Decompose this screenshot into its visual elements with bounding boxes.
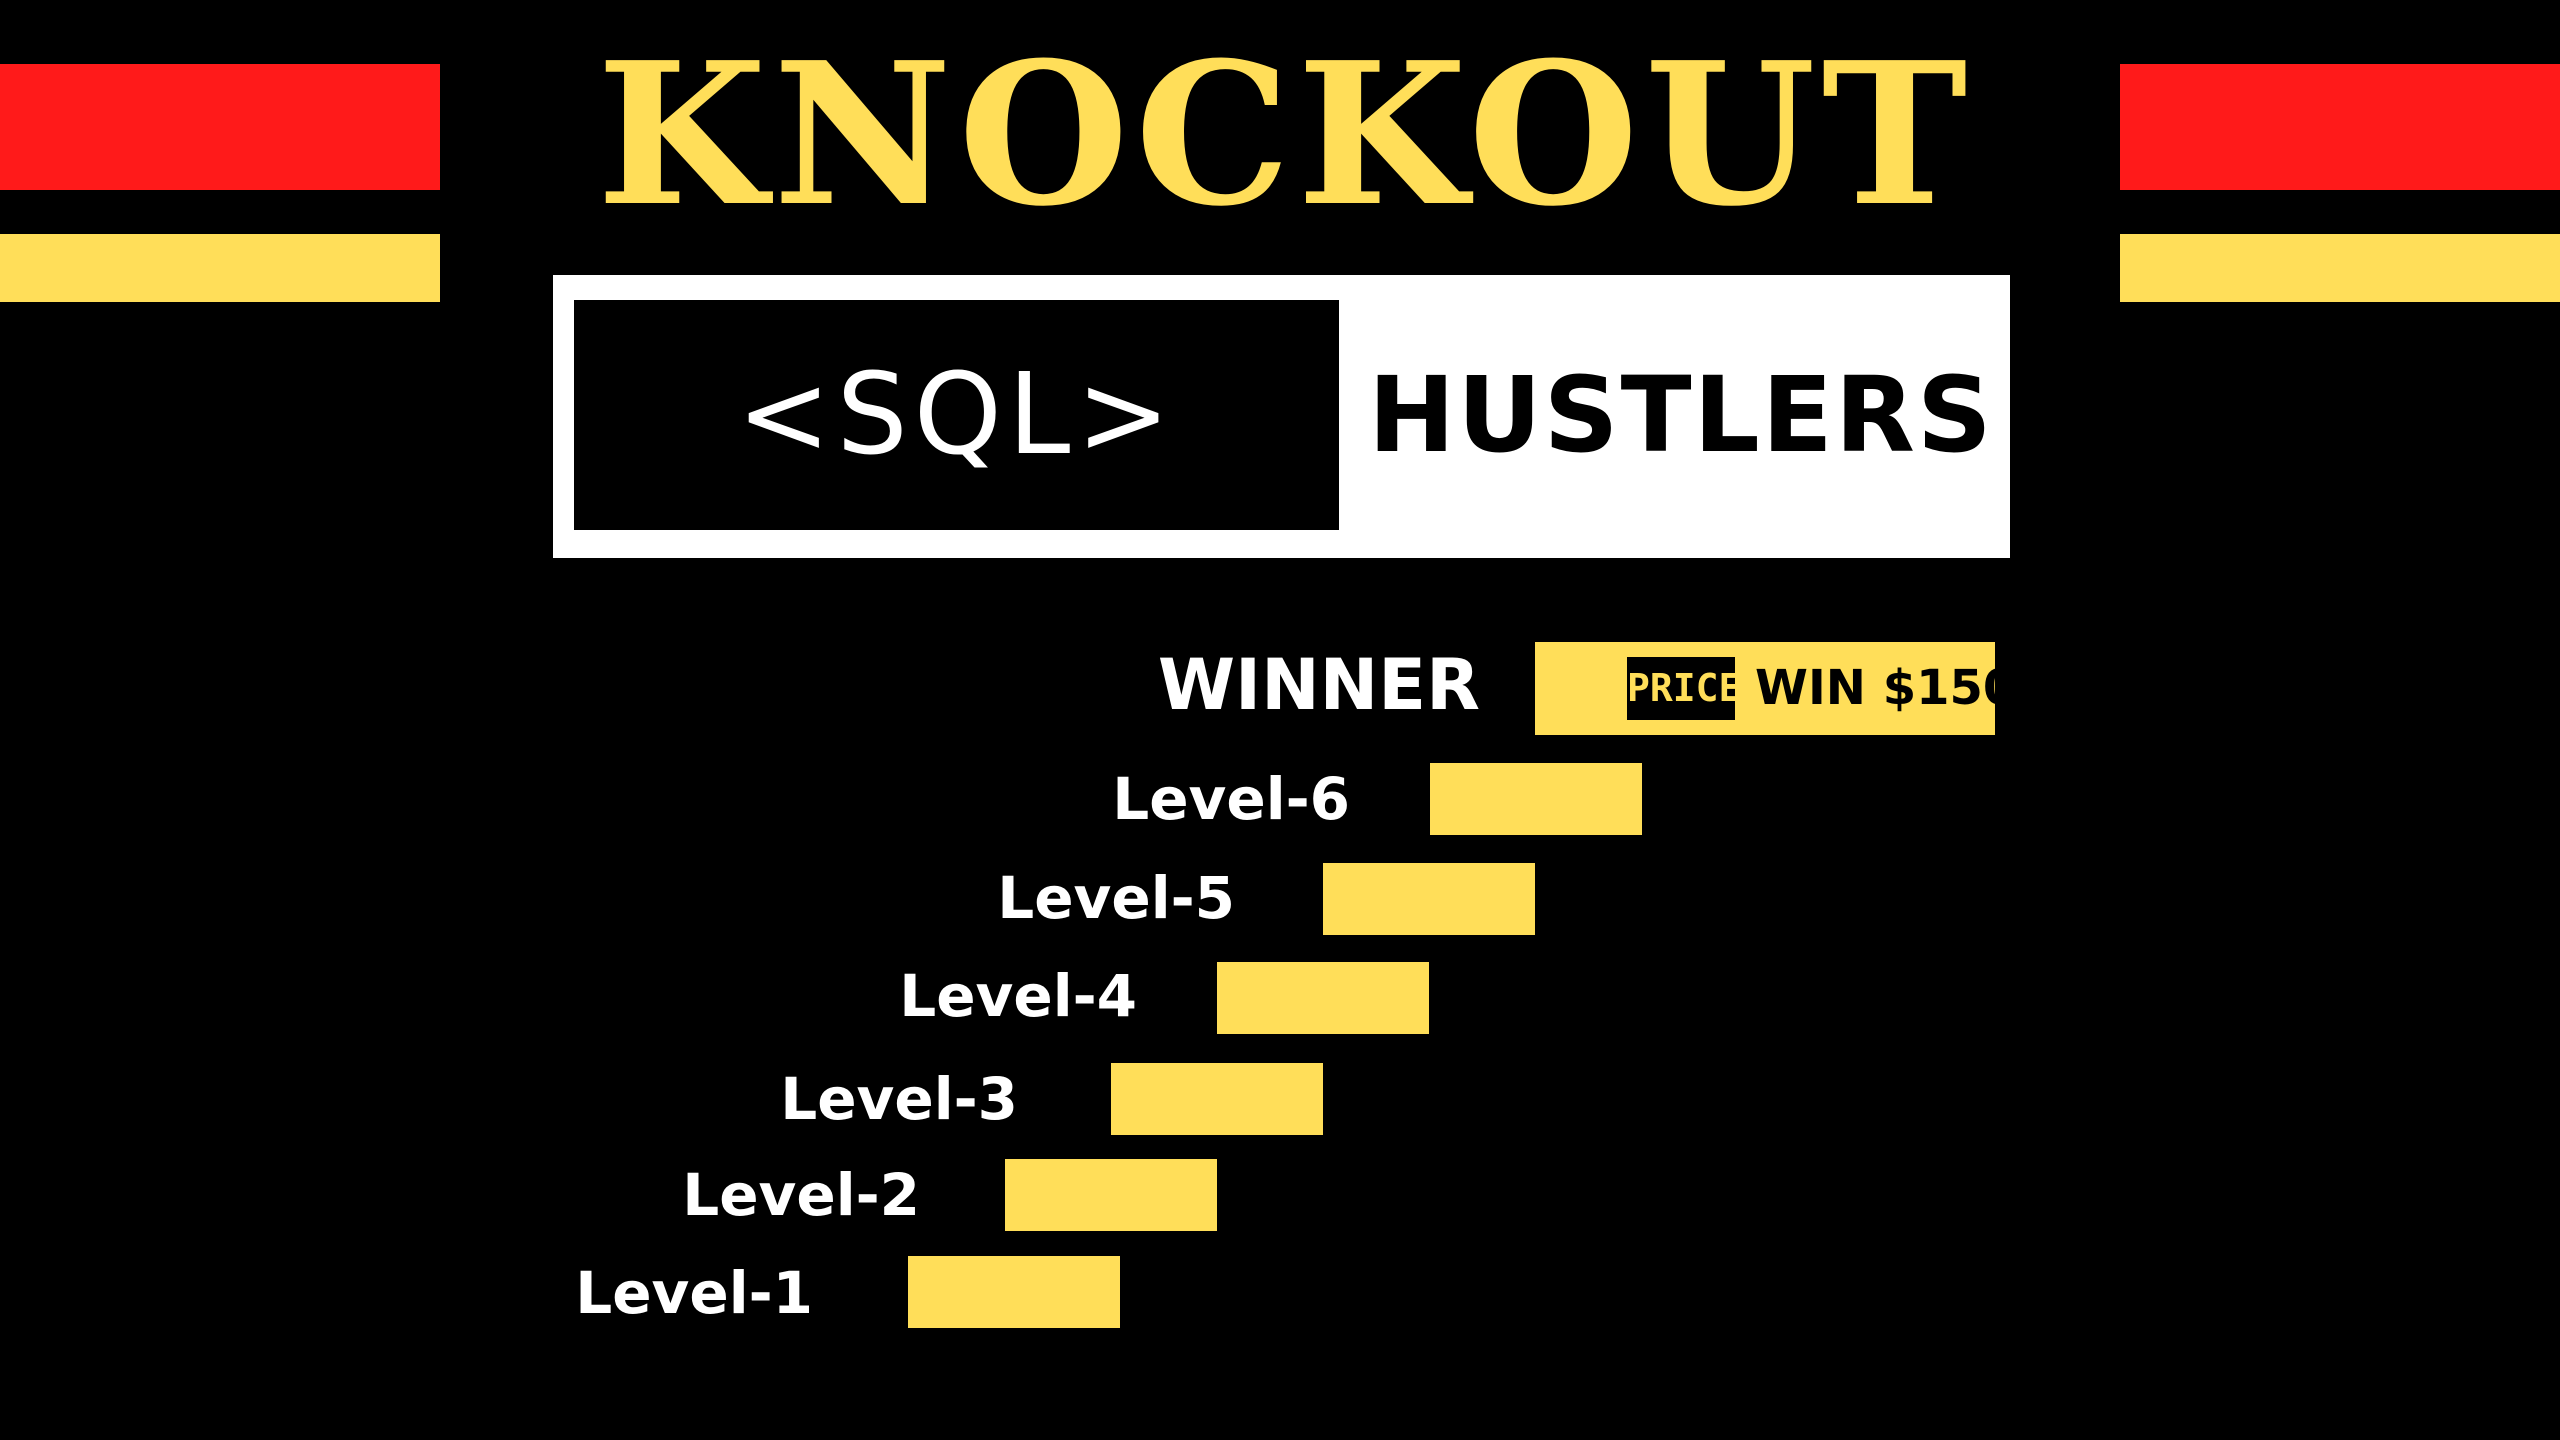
prize-tag: PRICE xyxy=(1627,657,1741,720)
level-1-label: Level-1 xyxy=(575,1259,813,1327)
left-yellow-stripe xyxy=(0,234,440,302)
left-red-stripe xyxy=(0,64,440,190)
sql-hustlers-logo: <SQL> HUSTLERS xyxy=(553,275,2010,558)
winner-label: WINNER xyxy=(1157,644,1480,726)
right-yellow-stripe xyxy=(2120,234,2560,302)
level-3-bar xyxy=(1111,1063,1323,1135)
level-2-label: Level-2 xyxy=(682,1161,920,1229)
level-1-bar xyxy=(908,1256,1120,1328)
level-6-label: Level-6 xyxy=(1112,765,1350,833)
poster-title: KNOCKOUT xyxy=(596,20,1974,250)
level-4-label: Level-4 xyxy=(899,962,1137,1030)
logo-sql-text: <SQL> xyxy=(574,300,1339,530)
level-4-bar xyxy=(1217,962,1429,1034)
logo-hustlers-text: HUSTLERS xyxy=(1368,354,1994,476)
right-red-stripe xyxy=(2120,64,2560,190)
prize-box: PRICE WIN $150 xyxy=(1535,642,2017,735)
prize-text: WIN $150 xyxy=(1755,660,2017,716)
level-6-bar xyxy=(1430,763,1642,835)
level-5-bar xyxy=(1323,863,1535,935)
level-3-label: Level-3 xyxy=(780,1065,1018,1133)
level-2-bar xyxy=(1005,1159,1217,1231)
level-5-label: Level-5 xyxy=(997,864,1235,932)
